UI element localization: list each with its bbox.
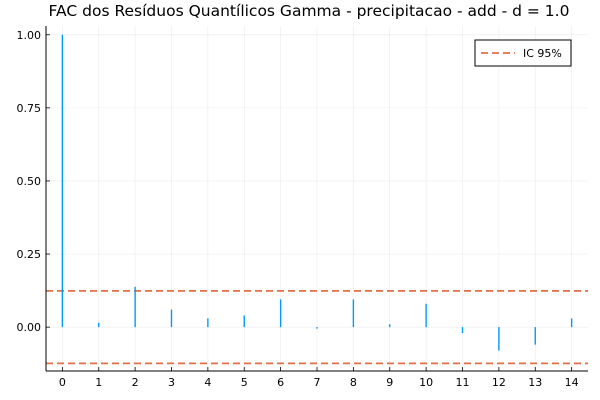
x-tick-label: 13: [528, 376, 542, 389]
x-tick-label: 0: [59, 376, 66, 389]
x-tick-label: 3: [168, 376, 175, 389]
y-tick-label: 0.75: [17, 102, 42, 115]
legend-box: [474, 39, 572, 67]
y-tick-label: 0.25: [17, 248, 42, 261]
grid: [46, 26, 588, 371]
x-tick-label: 14: [565, 376, 579, 389]
y-tick-label: 0.00: [17, 321, 42, 334]
x-tick-label: 2: [132, 376, 139, 389]
x-tick-label: 5: [241, 376, 248, 389]
confidence-band: [46, 289, 588, 365]
x-tick-label: 4: [204, 376, 211, 389]
x-tick-label: 8: [350, 376, 357, 389]
x-tick-label: 12: [492, 376, 506, 389]
y-tick-label: 0.50: [17, 175, 42, 188]
x-tick-label: 6: [277, 376, 284, 389]
legend: IC 95%: [474, 39, 572, 67]
y-axis-ticks: 0.00 0.25 0.50 0.75 1.00: [17, 29, 50, 334]
x-tick-label: 10: [419, 376, 433, 389]
x-tick-label: 1: [95, 376, 102, 389]
legend-label: IC 95%: [523, 47, 562, 60]
y-tick-label: 1.00: [17, 29, 42, 42]
x-axis-ticks: 0 1 2 3 4 5 6 7 8 9 10 11 12 13 14: [59, 367, 579, 389]
x-tick-label: 7: [314, 376, 321, 389]
x-tick-label: 9: [386, 376, 393, 389]
chart-title: FAC dos Resíduos Quantílicos Gamma - pre…: [49, 2, 570, 20]
x-tick-label: 11: [456, 376, 470, 389]
acf-bars: [61, 34, 573, 351]
